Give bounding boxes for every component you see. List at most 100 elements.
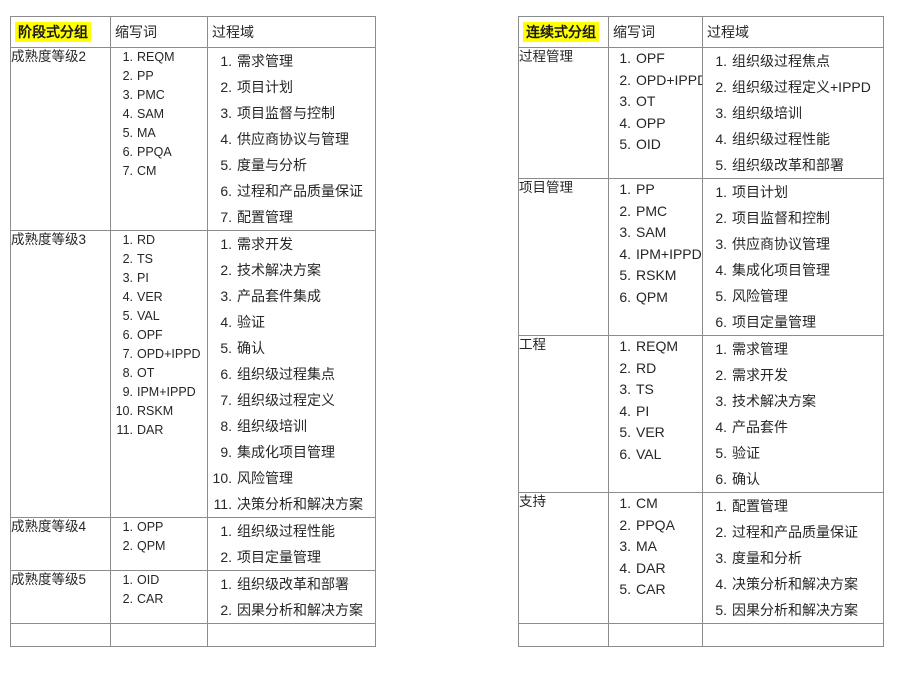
abbr-item-text: CAR	[636, 581, 666, 597]
abbr-item-number: 5.	[619, 136, 631, 152]
areas-item-number: 8.	[220, 418, 232, 434]
areas-item-text: 决策分析和解决方案	[732, 576, 858, 592]
areas-item-number: 5.	[715, 288, 727, 304]
abbr-item: 2. TS	[112, 250, 207, 269]
abbr-item-number: 7.	[122, 347, 133, 361]
areas-item-text: 技术解决方案	[732, 393, 816, 409]
abbr-item-number: 2.	[619, 516, 631, 533]
areas-item-number: 5.	[220, 340, 232, 356]
areas-item-number: 1.	[715, 53, 727, 69]
areas-item-number: 3.	[715, 393, 727, 409]
abbr-cell: 1. REQM 2. RD 3. TS 4. PI 5. VER 6. VAL	[608, 335, 703, 493]
areas-item: 5. 风险管理	[704, 283, 883, 309]
areas-item: 5. 度量与分析	[209, 152, 375, 178]
abbr-item: 2. PP	[112, 67, 207, 86]
areas-item: 8. 组织级培训	[209, 413, 375, 439]
areas-cell: 1. 需求管理 2. 项目计划 3. 项目监督与控制 4. 供应商协议与管理 5. 度量与分析 6.…	[207, 47, 376, 231]
table-row: 成熟度等级4 1. OPP 2. QPM 1. 组织级过程性能 2. 项目定量管理	[10, 517, 376, 571]
areas-cell: 1. 项目计划 2. 项目监督和控制 3. 供应商协议管理 4. 集成化项目管理 5. 风险管理 6…	[702, 178, 884, 336]
areas-item: 3. 项目监督与控制	[209, 100, 375, 126]
areas-item-number: 2.	[220, 262, 232, 278]
areas-item-number: 2.	[715, 79, 727, 95]
abbr-item-number: 10.	[115, 404, 133, 418]
areas-item-text: 配置管理	[732, 498, 788, 514]
areas-item-text: 项目定量管理	[732, 314, 816, 330]
areas-item-number: 9.	[220, 444, 232, 460]
table-row: 成熟度等级5 1. OID 2. CAR 1. 组织级改革和部署 2. 因果分析和解决方案	[10, 570, 376, 624]
abbr-item-text: OPP	[137, 520, 164, 534]
abbr-item-number: 2.	[122, 592, 133, 606]
abbr-item: 3. PMC	[112, 86, 207, 105]
areas-item-number: 5.	[715, 602, 727, 618]
abbr-item-number: 5.	[619, 267, 631, 283]
abbr-item: 4. VER	[112, 288, 207, 307]
abbr-item: 2. QPM	[112, 537, 207, 556]
areas-item-number: 2.	[220, 79, 232, 95]
areas-item-number: 4.	[715, 576, 727, 592]
abbr-item-number: 1.	[619, 338, 631, 354]
abbr-item-number: 2.	[619, 71, 631, 88]
areas-item-number: 2.	[715, 524, 727, 540]
areas-item-text: 组织级过程集点	[237, 366, 335, 382]
abbr-item-number: 3.	[122, 88, 133, 102]
abbr-item-text: VER	[636, 424, 665, 440]
abbr-item-number: 5.	[122, 309, 133, 323]
areas-cell: 1. 需求管理 2. 需求开发 3. 技术解决方案 4. 产品套件 5. 验证 6. 确认	[702, 335, 884, 493]
areas-item-number: 11.	[213, 496, 232, 512]
abbr-item-text: PPQA	[137, 145, 172, 159]
abbr-item: 1. OID	[112, 572, 207, 591]
group-cell: 成熟度等级2	[10, 47, 111, 231]
staged-table-body: 成熟度等级2 1. REQM 2. PP 3. PMC 4. SAM 5. MA 6. PPQA 7. CM…	[10, 47, 376, 647]
abbr-cell	[608, 623, 703, 647]
abbr-item-number: 1.	[122, 233, 133, 247]
abbr-item-number: 2.	[619, 202, 631, 219]
areas-item-number: 6.	[715, 314, 727, 330]
abbr-item: 7. CM	[112, 162, 207, 181]
abbr-item-number: 2.	[122, 252, 133, 266]
abbr-item-number: 3.	[619, 538, 631, 554]
abbr-item-number: 1.	[122, 520, 133, 534]
group-cell: 过程管理	[518, 47, 609, 179]
areas-item-text: 供应商协议与管理	[237, 131, 349, 147]
areas-item-text: 过程和产品质量保证	[237, 183, 363, 199]
abbr-item-number: 4.	[619, 245, 631, 262]
areas-item-text: 组织级过程定义	[237, 392, 335, 408]
abbr-item-number: 5.	[619, 424, 631, 440]
areas-cell: 1. 组织级改革和部署 2. 因果分析和解决方案	[207, 570, 376, 624]
abbr-item-text: REQM	[137, 50, 175, 64]
areas-item: 2. 项目定量管理	[209, 544, 375, 570]
abbr-item-number: 4.	[122, 107, 133, 121]
group-cell: 工程	[518, 335, 609, 493]
areas-item-text: 因果分析和解决方案	[237, 602, 363, 618]
areas-item-number: 2.	[220, 602, 232, 618]
abbr-item: 4. IPM+IPPD	[610, 244, 701, 266]
areas-item-number: 5.	[715, 157, 727, 173]
areas-item: 5. 因果分析和解决方案	[704, 597, 883, 623]
abbr-item-text: RD	[137, 233, 156, 247]
areas-cell: 1. 配置管理 2. 过程和产品质量保证 3. 度量和分析 4. 决策分析和解决方案 5. 因果分…	[702, 492, 884, 624]
areas-item-text: 度量与分析	[237, 157, 307, 173]
staged-header-group-cell: 阶段式分组	[10, 16, 111, 48]
abbr-item: 2. PMC	[610, 201, 702, 223]
areas-item-text: 组织级改革和部署	[237, 576, 349, 592]
abbr-item-text: VAL	[636, 445, 662, 462]
areas-item-number: 1.	[220, 523, 232, 539]
areas-item-text: 确认	[237, 340, 265, 356]
abbr-item: 5. OID	[610, 134, 702, 156]
areas-item-number: 3.	[715, 105, 727, 121]
abbr-item: 10. RSKM	[112, 402, 207, 421]
areas-item: 6. 确认	[704, 466, 883, 492]
staged-group-header-highlight: 阶段式分组	[15, 21, 91, 43]
abbr-item-text: OT	[137, 366, 155, 380]
areas-item-text: 组织级改革和部署	[732, 157, 844, 173]
areas-item-number: 1.	[715, 498, 727, 514]
areas-item-number: 3.	[715, 550, 727, 566]
continuous-group-header-highlight: 连续式分组	[523, 21, 599, 43]
abbr-item-text: OID	[636, 136, 661, 152]
abbr-item-number: 7.	[122, 164, 133, 178]
areas-item-text: 组织级培训	[732, 105, 802, 121]
staged-table: 阶段式分组 缩写词 过程域 成熟度等级2 1. REQM 2. PP 3. PMC 4. SAM…	[10, 16, 376, 647]
areas-item-number: 10.	[212, 470, 232, 486]
areas-item-text: 需求管理	[237, 53, 293, 69]
